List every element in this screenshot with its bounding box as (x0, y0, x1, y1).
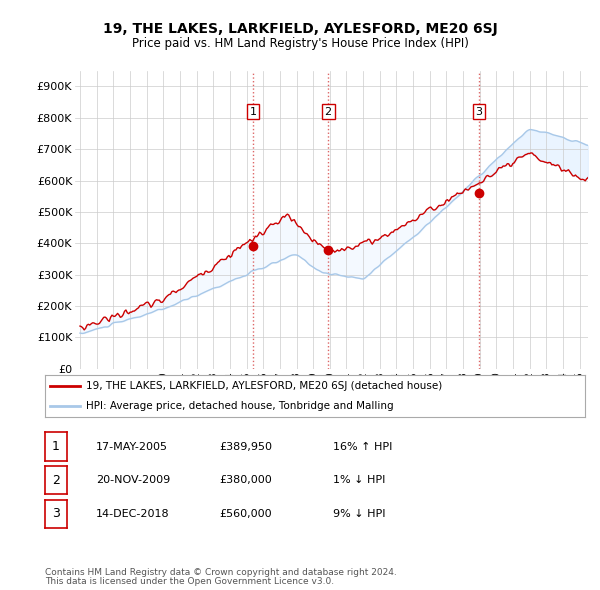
Text: £380,000: £380,000 (219, 476, 272, 485)
Text: £389,950: £389,950 (219, 442, 272, 451)
Text: 17-MAY-2005: 17-MAY-2005 (96, 442, 168, 451)
Text: 2: 2 (52, 474, 60, 487)
Text: 1% ↓ HPI: 1% ↓ HPI (333, 476, 385, 485)
Text: This data is licensed under the Open Government Licence v3.0.: This data is licensed under the Open Gov… (45, 578, 334, 586)
Text: HPI: Average price, detached house, Tonbridge and Malling: HPI: Average price, detached house, Tonb… (86, 401, 393, 411)
Text: 1: 1 (52, 440, 60, 453)
Text: 19, THE LAKES, LARKFIELD, AYLESFORD, ME20 6SJ (detached house): 19, THE LAKES, LARKFIELD, AYLESFORD, ME2… (86, 381, 442, 391)
Text: Price paid vs. HM Land Registry's House Price Index (HPI): Price paid vs. HM Land Registry's House … (131, 37, 469, 50)
Text: 19, THE LAKES, LARKFIELD, AYLESFORD, ME20 6SJ: 19, THE LAKES, LARKFIELD, AYLESFORD, ME2… (103, 22, 497, 36)
Text: Contains HM Land Registry data © Crown copyright and database right 2024.: Contains HM Land Registry data © Crown c… (45, 568, 397, 577)
Text: 9% ↓ HPI: 9% ↓ HPI (333, 509, 386, 519)
Text: 2: 2 (325, 107, 332, 117)
Text: £560,000: £560,000 (219, 509, 272, 519)
Text: 3: 3 (476, 107, 482, 117)
Text: 16% ↑ HPI: 16% ↑ HPI (333, 442, 392, 451)
Text: 3: 3 (52, 507, 60, 520)
Text: 14-DEC-2018: 14-DEC-2018 (96, 509, 170, 519)
Text: 1: 1 (250, 107, 256, 117)
Text: 20-NOV-2009: 20-NOV-2009 (96, 476, 170, 485)
